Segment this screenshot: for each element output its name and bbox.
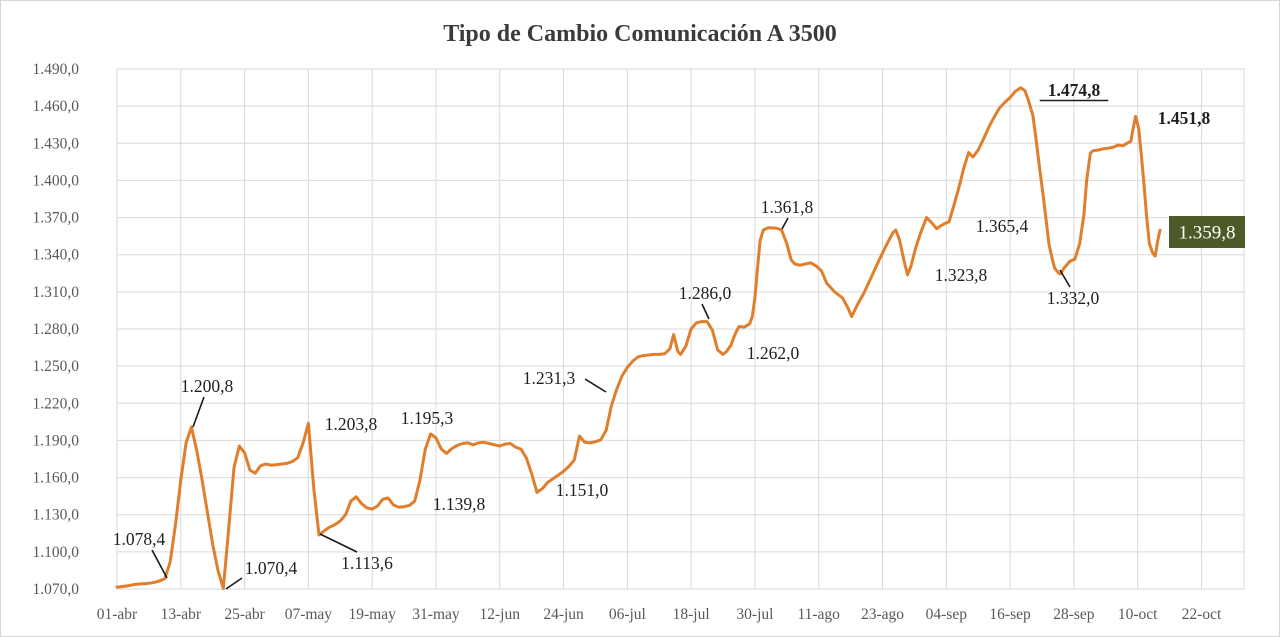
annotation-leader-line [225,577,243,590]
data-label-annotation: 1.286,0 [679,283,732,303]
x-tick-label: 16-sep [989,606,1031,623]
x-tick-label: 28-sep [1053,606,1095,623]
data-label-annotation: 1.151,0 [556,480,609,500]
y-tick-label: 1.250,0 [33,358,80,375]
y-tick-label: 1.070,0 [33,581,80,598]
y-tick-label: 1.310,0 [33,284,80,301]
x-tick-label: 07-may [285,606,333,623]
x-tick-label: 23-ago [861,606,904,623]
x-tick-label: 13-abr [161,606,202,623]
data-label-annotation: 1.139,8 [433,494,486,514]
data-label-annotation: 1.200,8 [181,376,234,396]
x-tick-label: 11-ago [797,606,840,623]
x-tick-label: 18-jul [673,606,710,623]
x-tick-label: 19-may [348,606,396,623]
data-label-annotation: 1.332,0 [1047,288,1100,308]
x-tick-label: 12-jun [480,606,521,623]
data-label-annotation: 1.361,8 [761,197,814,217]
data-label-annotation: 1.323,8 [935,265,988,285]
annotation-leader-line [192,396,205,428]
x-tick-label: 24-jun [543,606,584,623]
data-label-annotation: 1.203,8 [325,414,378,434]
data-label-annotation: 1.113,6 [341,553,393,573]
x-tick-label: 25-abr [224,606,265,623]
y-tick-label: 1.190,0 [33,432,80,449]
annotation-leader-line [701,303,710,320]
y-tick-label: 1.460,0 [33,98,80,115]
final-value-badge-box [1169,216,1245,248]
x-tick-label: 30-jul [736,606,773,623]
chart-title: Tipo de Cambio Comunicación A 3500 [443,21,837,47]
final-value-badge: 1.359,8 [1169,216,1245,248]
data-label-annotations: 1.078,4 1.200,8 1.070,4 1.203,8 1.113,6 1.195… [113,80,1211,578]
annotation-leader-lines [151,217,1071,590]
y-tick-label: 1.340,0 [33,247,80,264]
x-tick-label: 06-jul [609,606,646,623]
y-tick-label: 1.160,0 [33,470,80,487]
y-tick-label: 1.280,0 [33,321,80,338]
y-axis-labels: 1.070,0 1.100,0 1.130,0 1.160,0 1.190,0 1.220… [33,61,80,598]
x-tick-label: 01-abr [97,606,138,623]
data-label-annotation: 1.451,8 [1158,108,1211,128]
x-tick-label: 10-oct [1118,606,1158,623]
x-axis-labels: 01-abr 13-abr 25-abr 07-may 19-may 31-may 12-j… [97,606,1222,623]
series-line-tipo-de-cambio [115,86,1162,590]
y-tick-label: 1.370,0 [33,210,80,227]
y-tick-label: 1.430,0 [33,135,80,152]
x-tick-label: 22-oct [1182,606,1222,623]
data-label-annotation: 1.262,0 [747,343,800,363]
data-label-annotation: 1.231,3 [523,368,576,388]
y-tick-label: 1.220,0 [33,395,80,412]
data-label-annotation: 1.078,4 [113,529,166,549]
x-tick-label: 04-sep [926,606,968,623]
annotation-leader-line [151,549,168,579]
y-tick-label: 1.100,0 [33,544,80,561]
y-tick-label: 1.130,0 [33,507,80,524]
annotation-leader-line [1059,269,1071,288]
final-value-badge-label: 1.359,8 [1179,223,1236,244]
data-label-annotation: 1.195,3 [401,408,454,428]
data-label-annotation: 1.070,4 [245,558,298,578]
gridlines [116,68,1245,590]
y-tick-label: 1.400,0 [33,172,80,189]
data-label-annotation: 1.365,4 [976,216,1029,236]
annotation-leader-line [319,533,358,553]
x-tick-label: 31-may [412,606,460,623]
data-label-annotation: 1.474,8 [1048,80,1101,100]
annotation-leader-line [781,217,789,230]
annotation-leader-line [584,378,607,393]
y-tick-label: 1.490,0 [33,61,80,78]
